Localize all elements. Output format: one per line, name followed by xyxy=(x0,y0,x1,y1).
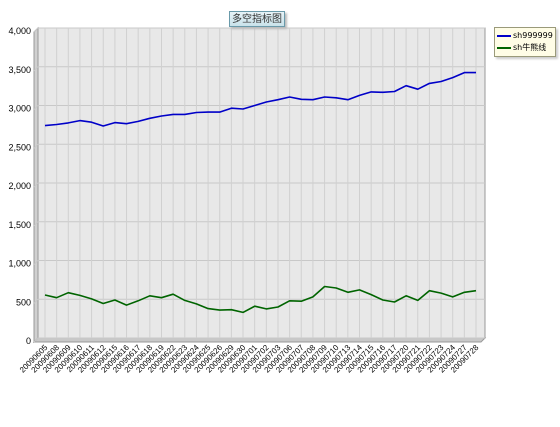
grid-line-diagonal xyxy=(33,27,39,33)
series-line xyxy=(44,285,477,314)
series-lines xyxy=(44,71,477,314)
grid-line-diagonal xyxy=(33,182,39,188)
y-tick-label: 3,000 xyxy=(8,104,31,114)
chart-title: 多空指标图 xyxy=(229,11,285,27)
y-tick-labels: 0 500 1,000 1,500 2,000 2,500 3,000 3,500 4,000 xyxy=(8,26,31,346)
y-tick-label: 1,500 xyxy=(8,220,31,230)
y-tick-label: 2,000 xyxy=(8,181,31,191)
y-tick-label: 0 xyxy=(26,336,31,346)
y-tick-label: 1,000 xyxy=(8,259,31,269)
legend-item: sh999999 xyxy=(497,30,553,42)
y-tick-label: 4,000 xyxy=(8,26,31,36)
grid xyxy=(33,27,485,343)
legend-item: sh牛熊线 xyxy=(497,42,546,54)
grid-line-diagonal xyxy=(33,66,39,72)
legend-swatch xyxy=(497,46,511,49)
grid-line-diagonal xyxy=(33,337,39,343)
legend-swatch xyxy=(497,34,511,37)
legend: sh999999 sh牛熊线 xyxy=(494,27,556,57)
grid-line-diagonal xyxy=(33,260,39,265)
series-line xyxy=(44,71,476,127)
x-tick-labels: 2009060520090608200906092009061020090611… xyxy=(18,343,481,375)
grid-line-diagonal xyxy=(33,105,39,110)
y-tick-label: 3,500 xyxy=(8,65,31,75)
legend-label: sh牛熊线 xyxy=(513,43,547,52)
grid-line-diagonal xyxy=(33,221,39,227)
plot-floor xyxy=(32,337,487,343)
y-tick-label: 500 xyxy=(16,297,31,307)
legend-label: sh999999 xyxy=(513,31,553,40)
grid-line-diagonal xyxy=(33,143,39,149)
grid-line-diagonal xyxy=(33,298,39,304)
y-tick-label: 2,500 xyxy=(8,142,31,152)
